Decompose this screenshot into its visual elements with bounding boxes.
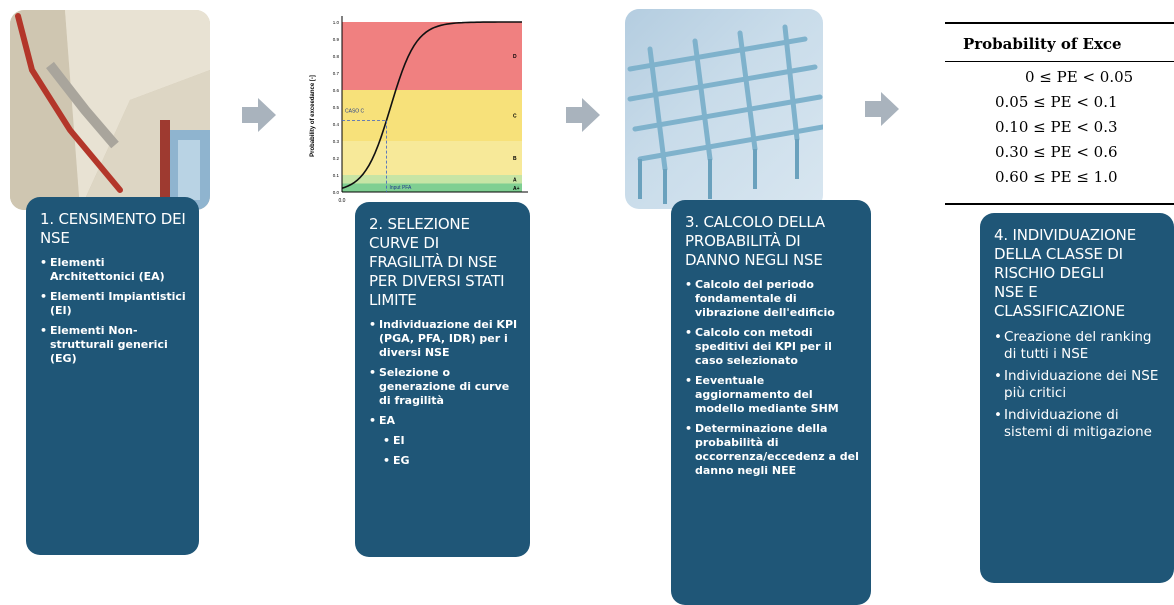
- list-item: Determinazione della probabilità di occo…: [685, 422, 861, 478]
- zone-label: D: [513, 54, 517, 60]
- list-item: Eeventuale aggiornamento del modello med…: [685, 374, 861, 416]
- list-item: Selezione o generazione di curve di frag…: [369, 366, 520, 408]
- corridor-photo: [10, 10, 210, 210]
- step-4-list: Creazione del ranking di tutti i NSE Ind…: [994, 329, 1164, 441]
- arrow-right-icon: [242, 98, 276, 132]
- list-item: Creazione del ranking di tutti i NSE: [994, 329, 1164, 363]
- y-tick-label: 0.4: [333, 122, 340, 127]
- zone-band: [342, 175, 522, 184]
- step-3-title: 3. CALCOLO DELLA PROBABILITÀ DI DANNO NE…: [685, 213, 825, 269]
- list-item: Calcolo con metodi speditivi dei KPI per…: [685, 326, 861, 368]
- fragility-curve-chart: Probability of exceedance [-] D C B A A+ 0.0…: [310, 16, 528, 204]
- fragility-curve: [341, 21, 522, 189]
- table-bottom-rule: [945, 203, 1174, 205]
- table-row: 0.10 ≤ PE < 0.3: [995, 118, 1118, 136]
- zone-band: [342, 22, 522, 90]
- marker-x-label: Input PFA: [389, 185, 412, 191]
- list-item: EG: [383, 454, 520, 468]
- table-row: 0.60 ≤ PE ≤ 1.0: [995, 168, 1118, 186]
- structural-model-image: [625, 9, 823, 209]
- zone-band: [342, 90, 522, 141]
- x-tick-label: 0.0: [339, 198, 346, 204]
- zone-band: [342, 141, 522, 175]
- table-top-rule: [945, 22, 1174, 24]
- table-row: 0 ≤ PE < 0.05: [1025, 68, 1134, 86]
- zone-label: A+: [513, 186, 520, 192]
- step-1-list: Elementi Architettonici (EA) Elementi Im…: [40, 256, 189, 366]
- y-tick-label: 0.5: [333, 105, 340, 110]
- y-tick-label: 0.8: [333, 54, 340, 59]
- curve-label: CASO C: [345, 109, 365, 115]
- arrow-right-icon: [865, 92, 899, 126]
- zone-band: [342, 183, 522, 192]
- table-row: 0.30 ≤ PE < 0.6: [995, 143, 1118, 161]
- fragility-chart-ylabel: Probability of exceedance [-]: [310, 75, 316, 157]
- zone-label: C: [513, 114, 517, 120]
- list-item: Individuazione dei NSE più critici: [994, 368, 1164, 402]
- step-2-title: 2. SELEZIONE CURVE DI FRAGILITÀ DI NSE P…: [369, 215, 505, 309]
- y-tick-label: 0.7: [333, 71, 340, 76]
- y-tick-label: 0.6: [333, 88, 340, 93]
- table-header-rule: [945, 61, 1174, 62]
- list-item: Elementi Non-strutturali generici (EG): [40, 324, 189, 366]
- step-2-list: Individuazione dei KPI (PGA, PFA, IDR) p…: [369, 318, 520, 468]
- y-tick-label: 0.0: [333, 190, 340, 195]
- list-item: EA: [369, 414, 520, 428]
- y-tick-label: 0.3: [333, 139, 340, 144]
- y-tick-label: 1.0: [333, 20, 340, 25]
- zone-label: A: [513, 177, 517, 183]
- zone-label: B: [513, 156, 517, 162]
- list-item: EI: [383, 434, 520, 448]
- y-tick-label: 0.2: [333, 156, 340, 161]
- probability-table: Probability of Exce 0 ≤ PE < 0.05 0.05 ≤…: [945, 22, 1174, 208]
- arrow-right-icon: [566, 98, 600, 132]
- list-item: Calcolo del periodo fondamentale di vibr…: [685, 278, 861, 320]
- list-item: Individuazione dei KPI (PGA, PFA, IDR) p…: [369, 318, 520, 360]
- table-row: 0.05 ≤ PE < 0.1: [995, 93, 1118, 111]
- step-2-box: 2. SELEZIONE CURVE DI FRAGILITÀ DI NSE P…: [355, 202, 530, 557]
- y-tick-label: 0.1: [333, 173, 340, 178]
- list-item: Individuazione di sistemi di mitigazione: [994, 407, 1164, 441]
- list-item: Elementi Impiantistici (EI): [40, 290, 189, 318]
- table-header: Probability of Exce: [963, 35, 1122, 53]
- step-4-title: 4. INDIVIDUAZIONE DELLA CLASSE DI RISCHI…: [994, 226, 1136, 320]
- step-3-list: Calcolo del periodo fondamentale di vibr…: [685, 278, 861, 478]
- step-1-box: 1. CENSIMENTO DEI NSE Elementi Architett…: [26, 197, 199, 555]
- y-tick-label: 0.9: [333, 37, 340, 42]
- step-1-title: 1. CENSIMENTO DEI NSE: [40, 210, 186, 247]
- step-3-box: 3. CALCOLO DELLA PROBABILITÀ DI DANNO NE…: [671, 200, 871, 605]
- step-4-box: 4. INDIVIDUAZIONE DELLA CLASSE DI RISCHI…: [980, 213, 1174, 583]
- structural-frame-drawing: [627, 24, 823, 204]
- corridor-photo-drawing: [10, 10, 210, 210]
- list-item: Elementi Architettonici (EA): [40, 256, 189, 284]
